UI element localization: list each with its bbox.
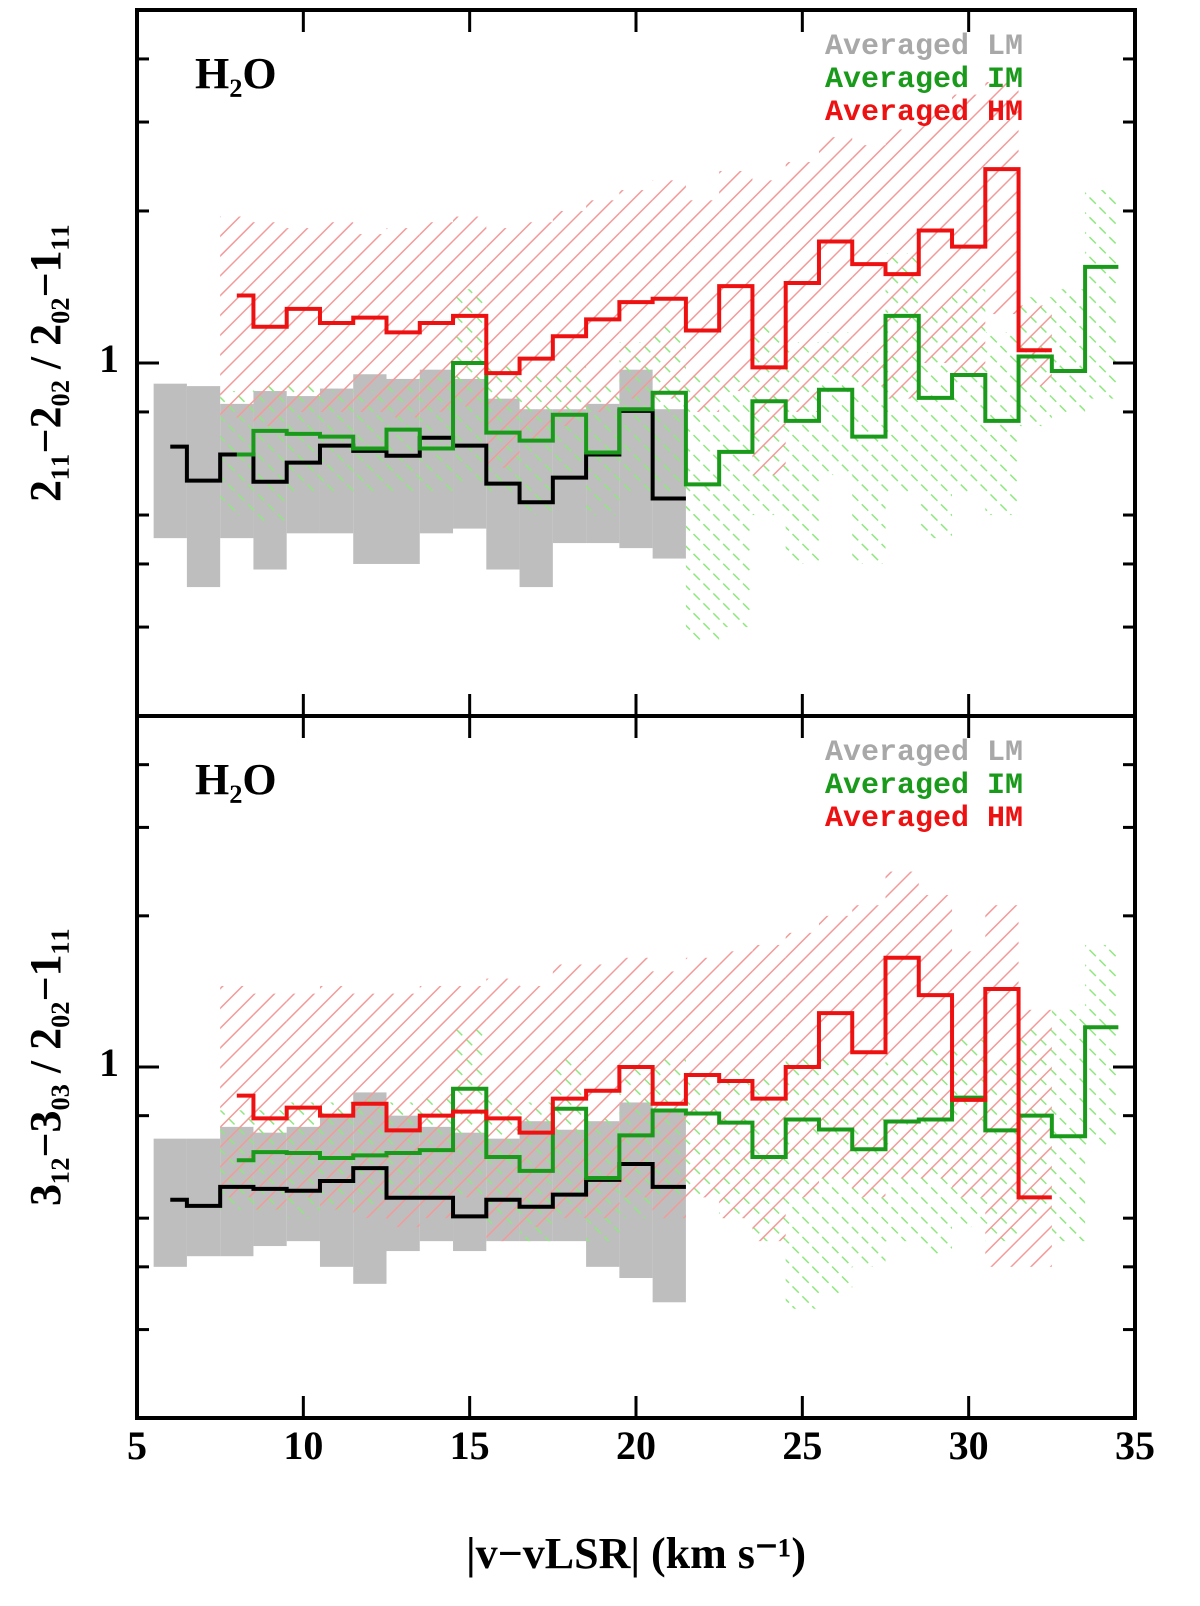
x-tick-label: 10 xyxy=(283,1423,323,1468)
band xyxy=(952,951,986,1198)
x-tick-label: 20 xyxy=(616,1423,656,1468)
x-tick-label: 25 xyxy=(782,1423,822,1468)
band xyxy=(1018,305,1052,387)
legend-label: Averaged IM xyxy=(825,63,1023,97)
band xyxy=(486,228,520,468)
band xyxy=(353,234,387,412)
band xyxy=(286,228,320,412)
annotation: H₂O xyxy=(195,755,277,804)
x-tick-label: 30 xyxy=(949,1423,989,1468)
y-tick-label: 1 xyxy=(99,336,119,381)
band xyxy=(785,162,819,412)
band xyxy=(719,170,753,392)
band xyxy=(186,386,221,588)
step-line xyxy=(236,167,1052,376)
band xyxy=(685,957,720,1198)
legend-label: Averaged LM xyxy=(825,736,1023,770)
band xyxy=(319,985,354,1210)
band xyxy=(619,190,653,399)
band xyxy=(652,180,686,399)
band xyxy=(1051,1009,1086,1242)
band xyxy=(852,352,886,564)
band xyxy=(386,228,420,418)
annotation: H₂O xyxy=(195,49,277,98)
band xyxy=(386,993,420,1228)
legend-label: Averaged HM xyxy=(825,96,1023,130)
band xyxy=(153,1138,187,1267)
band xyxy=(519,222,553,442)
band xyxy=(719,374,753,628)
band xyxy=(286,993,320,1198)
legend-label: Averaged HM xyxy=(825,802,1023,836)
band xyxy=(586,200,620,412)
band xyxy=(918,107,953,363)
band xyxy=(486,978,520,1242)
band xyxy=(552,210,587,427)
band xyxy=(153,383,187,539)
band xyxy=(253,993,287,1210)
band xyxy=(985,82,1019,315)
band xyxy=(220,216,254,418)
y-tick-label: 1 xyxy=(99,1040,119,1085)
y-axis-label: 3₁₂−3₀₃ / 2₀₂−1₁₁ xyxy=(21,928,70,1206)
band xyxy=(220,985,254,1198)
band xyxy=(419,985,454,1219)
band xyxy=(752,944,786,1242)
band xyxy=(1085,190,1119,399)
band xyxy=(619,957,653,1198)
band xyxy=(685,200,720,412)
band xyxy=(319,222,354,412)
legend-label: Averaged IM xyxy=(825,769,1023,803)
legend-label: Averaged LM xyxy=(825,30,1023,64)
band xyxy=(985,332,1019,516)
band xyxy=(719,951,753,1219)
band xyxy=(885,871,919,1179)
band xyxy=(519,985,553,1228)
band xyxy=(818,137,853,375)
band xyxy=(453,985,487,1198)
step-line xyxy=(236,1025,1119,1181)
band xyxy=(652,971,686,1219)
band xyxy=(353,993,387,1219)
band xyxy=(918,895,953,1179)
band xyxy=(1051,289,1086,412)
band xyxy=(818,915,853,1179)
y-axis-label: 2₁₁−2₀₂ / 2₀₂−1₁₁ xyxy=(21,224,70,502)
x-axis-label: |v−vLSR| (km s⁻¹) xyxy=(466,1529,806,1578)
x-tick-label: 5 xyxy=(127,1423,147,1468)
step-line xyxy=(236,264,1119,487)
x-tick-label: 35 xyxy=(1115,1423,1155,1468)
band xyxy=(552,964,587,1219)
band xyxy=(752,180,786,476)
band xyxy=(885,129,919,399)
band xyxy=(1018,1009,1052,1267)
band xyxy=(453,216,487,407)
band xyxy=(419,222,454,412)
band xyxy=(1085,944,1119,1145)
band xyxy=(685,374,720,643)
band xyxy=(952,94,986,375)
band xyxy=(253,222,287,427)
band xyxy=(186,1138,221,1257)
x-tick-label: 15 xyxy=(450,1423,490,1468)
band xyxy=(985,905,1019,1267)
step-line xyxy=(236,955,1052,1200)
